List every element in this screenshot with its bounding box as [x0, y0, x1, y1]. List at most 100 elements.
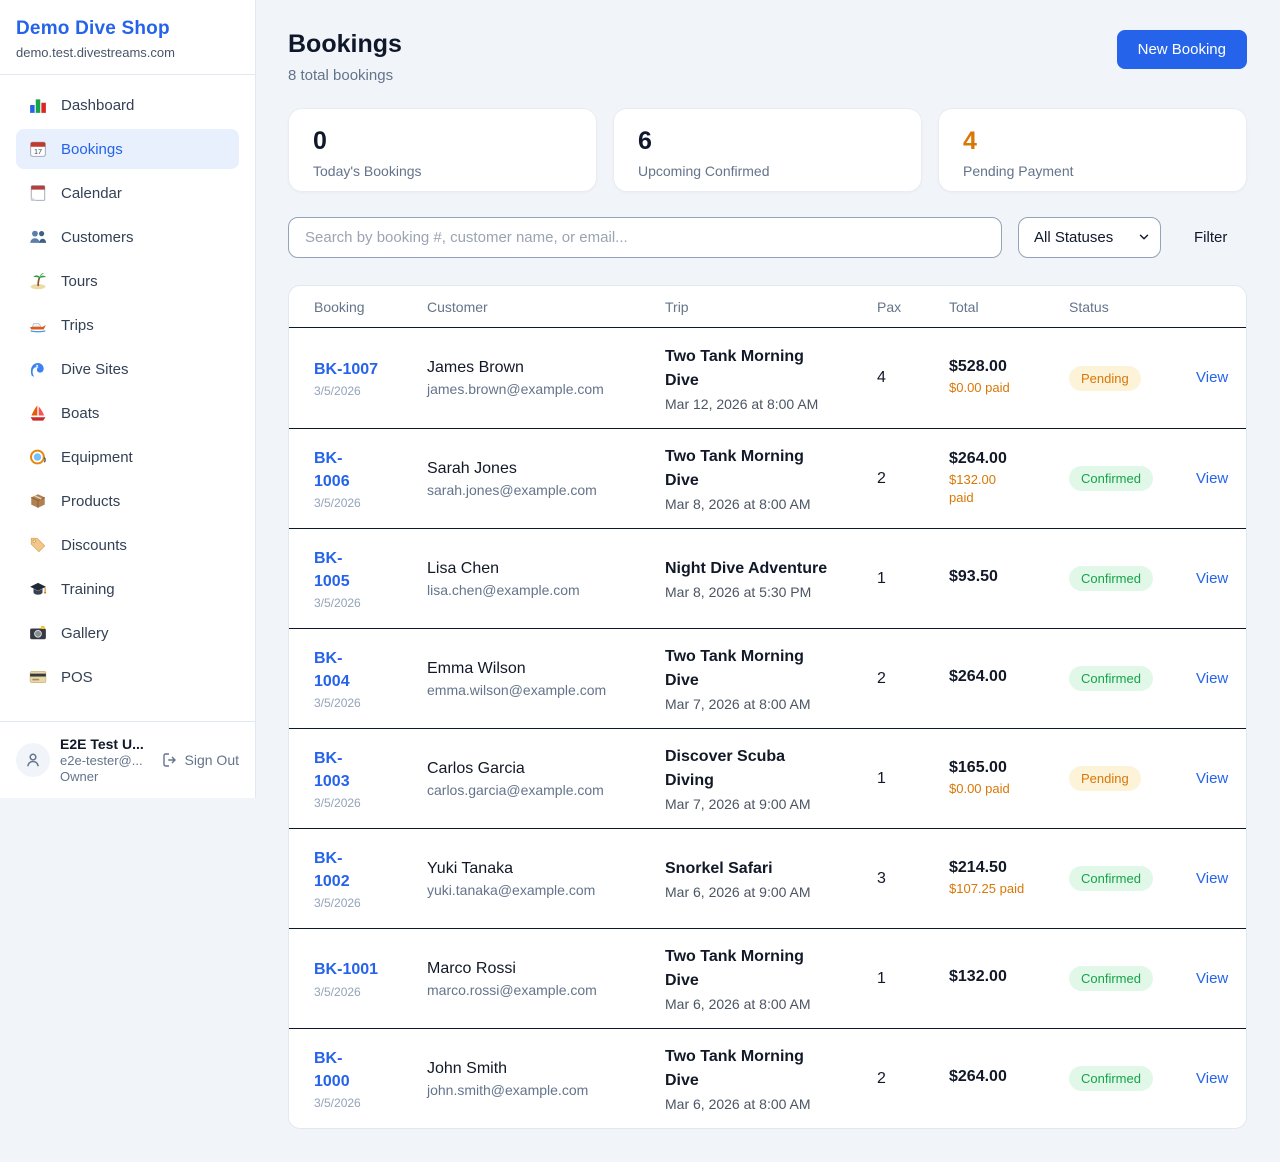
view-link[interactable]: View: [1196, 969, 1229, 987]
trip-name: Snorkel Safari: [665, 860, 773, 877]
pax-count: 1: [877, 769, 886, 787]
status-filter-select[interactable]: All Statuses: [1018, 217, 1161, 258]
island-icon: [29, 272, 47, 290]
sidebar-item-pos[interactable]: POS: [16, 657, 239, 697]
booking-link[interactable]: BK- 1003: [314, 749, 350, 790]
customer-email: emma.wilson@example.com: [427, 681, 607, 698]
column-header-customer: Customer: [427, 298, 488, 315]
view-link[interactable]: View: [1196, 369, 1229, 386]
booking-link[interactable]: BK-1007: [314, 360, 379, 378]
sidebar-item-dashboard[interactable]: Dashboard: [16, 85, 239, 125]
controls-row: All Statuses Filter: [288, 217, 1247, 258]
user-name: E2E Test U...: [60, 736, 144, 752]
customer-name: John Smith: [427, 1059, 508, 1077]
customer-email: marco.rossi@example.com: [427, 981, 597, 998]
customer-name: Carlos Garcia: [427, 759, 525, 777]
sidebar-item-label: Equipment: [61, 448, 133, 466]
bookings-table: Booking Customer Trip Pax Total Status B…: [288, 285, 1247, 1129]
sidebar-item-trips[interactable]: Trips: [16, 305, 239, 345]
column-header-status: Status: [1069, 298, 1109, 315]
booking-link[interactable]: BK- 1006: [314, 449, 350, 490]
camera-icon: [29, 624, 47, 642]
booking-link[interactable]: BK- 1000: [314, 1049, 350, 1090]
booking-link[interactable]: BK- 1002: [314, 849, 350, 890]
paid-amount: $132.00 paid: [949, 471, 996, 505]
sidebar-item-discounts[interactable]: Discounts: [16, 525, 239, 565]
table-row: BK- 1000 3/5/2026 John Smith john.smith@ex…: [289, 1028, 1246, 1128]
sidebar-item-customers[interactable]: Customers: [16, 217, 239, 257]
sidebar-item-gallery[interactable]: Gallery: [16, 613, 239, 653]
sidebar-item-equipment[interactable]: Equipment: [16, 437, 239, 477]
booking-date: 3/5/2026: [314, 984, 361, 999]
total-amount: $214.50: [949, 858, 1007, 876]
column-header-trip: Trip: [665, 298, 689, 315]
view-link[interactable]: View: [1196, 1069, 1229, 1087]
trip-date: Mar 7, 2026 at 9:00 AM: [665, 796, 811, 812]
sidebar-item-label: Dashboard: [61, 96, 135, 114]
booking-link[interactable]: BK- 1005: [314, 549, 350, 590]
sidebar-item-label: Trips: [61, 316, 94, 334]
sidebar-item-tours[interactable]: Tours: [16, 261, 239, 301]
user-email: e2e-tester@...: [60, 753, 143, 768]
shop-name: Demo Dive Shop: [16, 18, 170, 39]
sidebar-item-calendar[interactable]: Calendar: [16, 173, 239, 213]
sidebar-item-training[interactable]: Training: [16, 569, 239, 609]
trip-date: Mar 8, 2026 at 5:30 PM: [665, 584, 812, 600]
total-amount: $264.00: [949, 449, 1007, 467]
total-amount: $165.00: [949, 758, 1007, 776]
new-booking-button[interactable]: New Booking: [1116, 30, 1247, 69]
sidebar-item-label: Boats: [61, 404, 100, 422]
package-icon: [29, 492, 47, 510]
view-link[interactable]: View: [1196, 569, 1229, 587]
diving-mask-icon: [29, 448, 47, 466]
sidebar-item-dive-sites[interactable]: Dive Sites: [16, 349, 239, 389]
sign-out-icon: [162, 753, 176, 767]
booking-link[interactable]: BK- 1004: [314, 649, 350, 690]
total-amount: $264.00: [949, 668, 1007, 685]
status-badge: Confirmed: [1069, 666, 1153, 691]
table-header: Booking Customer Trip Pax Total Status: [289, 286, 1246, 328]
column-header-pax: Pax: [877, 298, 902, 315]
sidebar-item-boats[interactable]: Boats: [16, 393, 239, 433]
person-icon: [27, 753, 39, 767]
calendar-icon: 17: [29, 140, 47, 158]
sidebar-item-products[interactable]: Products: [16, 481, 239, 521]
view-link[interactable]: View: [1196, 669, 1229, 687]
sailboat-icon: [29, 404, 47, 422]
trip-name: Night Dive Adventure: [665, 560, 828, 577]
booking-date: 3/5/2026: [314, 596, 361, 611]
table-row: BK-1001 3/5/2026 Marco Rossi marco.rossi@e…: [289, 928, 1246, 1028]
sign-out-button[interactable]: Sign Out: [162, 752, 239, 768]
booking-date: 3/5/2026: [314, 896, 361, 911]
customer-name: Lisa Chen: [427, 559, 500, 577]
booking-date: 3/5/2026: [314, 496, 361, 511]
booking-link[interactable]: BK-1001: [314, 961, 379, 979]
credit-card-icon: [29, 668, 47, 686]
stat-value: 4: [963, 127, 977, 155]
trip-name: Two Tank Morning Dive: [665, 448, 804, 489]
stat-card-todays-bookings: 0 Today's Bookings: [288, 108, 597, 192]
customer-name: Sarah Jones: [427, 459, 517, 477]
sidebar-item-label: Products: [61, 492, 121, 510]
search-input[interactable]: [288, 217, 1002, 258]
customer-email: james.brown@example.com: [427, 381, 604, 397]
shop-domain: demo.test.divestreams.com: [16, 45, 175, 60]
page-title: Bookings: [288, 30, 402, 58]
filter-button[interactable]: Filter: [1194, 229, 1228, 246]
bar-chart-icon: [29, 96, 47, 114]
sidebar-item-label: Calendar: [61, 184, 122, 202]
status-badge: Confirmed: [1069, 566, 1153, 591]
customer-email: lisa.chen@example.com: [427, 581, 580, 598]
pax-count: 4: [877, 369, 886, 386]
brand-block: Demo Dive Shop demo.test.divestreams.com: [0, 0, 255, 75]
table-row: BK-1007 3/5/2026 James Brown james.brown@e…: [289, 328, 1246, 428]
sidebar-item-label: POS: [61, 668, 93, 686]
status-badge: Pending: [1069, 766, 1141, 791]
wave-icon: [29, 360, 47, 378]
sidebar-item-bookings[interactable]: 17 Bookings: [16, 129, 239, 169]
view-link[interactable]: View: [1196, 869, 1229, 887]
view-link[interactable]: View: [1196, 769, 1229, 787]
view-link[interactable]: View: [1196, 469, 1229, 487]
customer-email: yuki.tanaka@example.com: [427, 881, 596, 898]
sidebar-item-label: Tours: [61, 272, 98, 290]
